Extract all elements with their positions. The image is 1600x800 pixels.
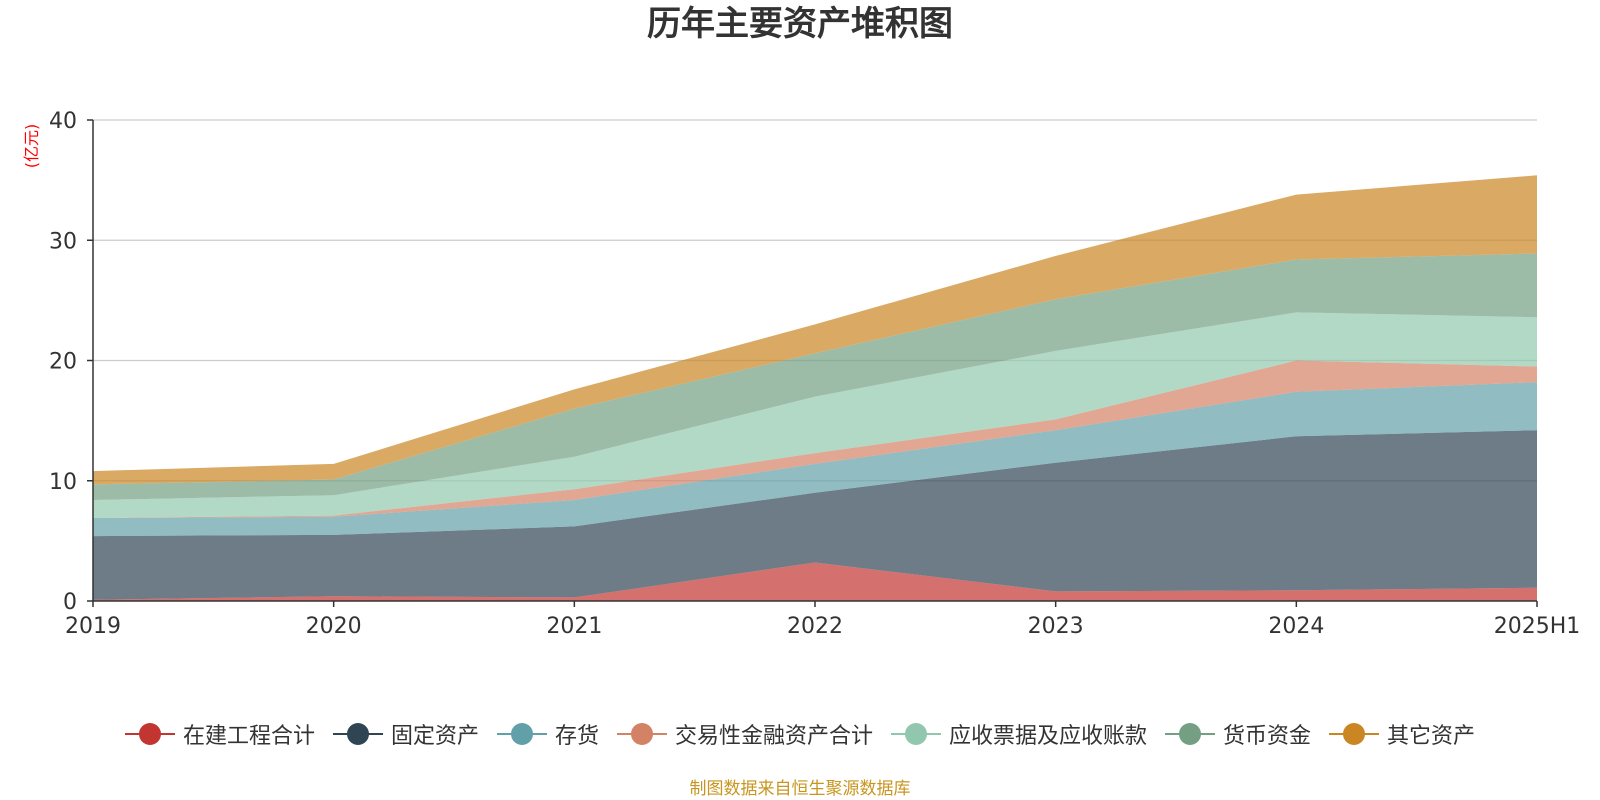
chart-source-note: 制图数据来自恒生聚源数据库 [689, 779, 911, 799]
legend-item[interactable]: 存货 [496, 718, 599, 750]
y-axis-unit-label: (亿元) [22, 124, 41, 169]
legend-label: 其它资产 [1387, 724, 1476, 749]
x-tick-label: 2025H1 [1494, 614, 1581, 639]
y-tick-label: 30 [49, 229, 77, 254]
legend-label: 货币资金 [1223, 724, 1312, 749]
chart-legend: 在建工程合计 固定资产 存货 交易性金融资产合计 应收票据及应收账款 货币资金 其它资产 [0, 717, 1600, 751]
legend-item[interactable]: 交易性金融资产合计 [616, 718, 873, 750]
legend-marker-icon [124, 722, 175, 746]
legend-label: 固定资产 [390, 724, 479, 749]
x-tick-label: 2019 [65, 614, 121, 639]
legend-label: 交易性金融资产合计 [674, 724, 873, 749]
y-tick-label: 10 [49, 470, 77, 495]
area-存货[interactable] [93, 382, 1537, 537]
area-交易性金融资产合计[interactable] [93, 360, 1537, 519]
area-应收票据及应收账款[interactable] [93, 312, 1537, 518]
y-tick-label: 40 [49, 109, 77, 134]
y-tick-label: 20 [49, 350, 77, 375]
legend-marker-icon [616, 722, 667, 746]
area-在建工程合计[interactable] [93, 562, 1537, 602]
x-tick-label: 2020 [306, 614, 362, 639]
legend-marker-icon [891, 722, 941, 746]
legend-marker-icon [332, 722, 383, 746]
legend-label: 存货 [554, 724, 599, 749]
legend-label: 应收票据及应收账款 [949, 724, 1148, 749]
legend-marker-icon [496, 722, 547, 746]
area-固定资产[interactable] [93, 430, 1537, 600]
legend-item[interactable]: 在建工程合计 [124, 718, 315, 750]
x-tick-label: 2021 [546, 614, 602, 639]
x-tick-label: 2023 [1028, 614, 1084, 639]
legend-marker-icon [1329, 722, 1380, 746]
y-tick-label: 0 [63, 590, 77, 615]
legend-item[interactable]: 其它资产 [1329, 718, 1475, 750]
x-tick-label: 2024 [1268, 614, 1324, 639]
chart-title: 历年主要资产堆积图 [647, 4, 953, 44]
area-货币资金[interactable] [93, 253, 1537, 501]
area-其它资产[interactable] [93, 175, 1537, 485]
x-tick-label: 2022 [787, 614, 843, 639]
legend-item[interactable]: 货币资金 [1165, 718, 1311, 750]
axes: 0 10 20 30 40 2019 2020 2021 2022 2023 2024 2025H1 [49, 109, 1580, 639]
stacked-areas [93, 175, 1537, 601]
legend-item[interactable]: 固定资产 [332, 718, 479, 750]
legend-marker-icon [1165, 722, 1216, 746]
legend-label: 在建工程合计 [182, 724, 315, 749]
legend-item[interactable]: 应收票据及应收账款 [891, 718, 1147, 750]
